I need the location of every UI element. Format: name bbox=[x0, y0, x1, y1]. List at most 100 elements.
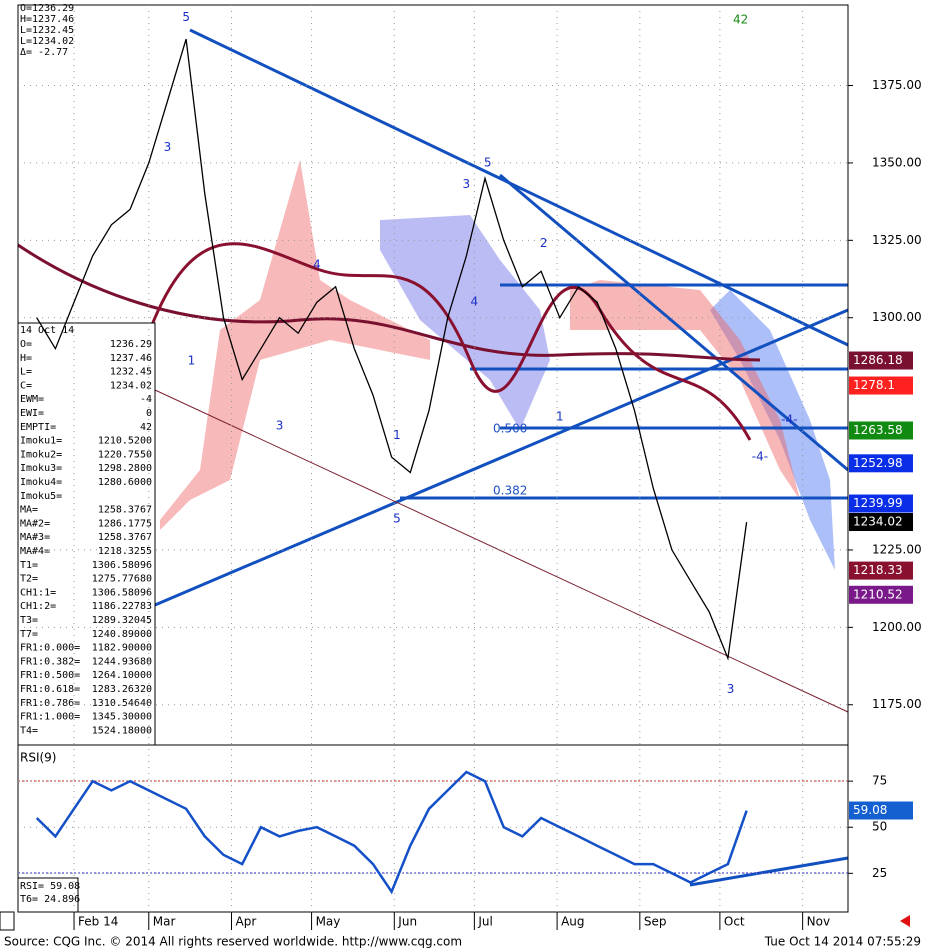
annotation: 3 bbox=[164, 140, 172, 154]
info-value: 1240.89000 bbox=[92, 629, 152, 640]
info-label: FR1:1.000= bbox=[20, 712, 80, 723]
x-tick-label: Feb 14 bbox=[78, 915, 118, 929]
info-label: MA#3= bbox=[20, 532, 50, 543]
y-tick-label: 1300.00 bbox=[872, 310, 922, 324]
annotation: 4 bbox=[313, 258, 321, 272]
price-tag-label: 1210.52 bbox=[853, 587, 903, 601]
header-line: H=1237.46 bbox=[20, 14, 74, 25]
y-tick-label: 1325.00 bbox=[872, 233, 922, 247]
price-tag bbox=[849, 376, 913, 395]
count: 42 bbox=[733, 13, 748, 27]
info-value: 1275.77680 bbox=[92, 574, 152, 585]
price-tag bbox=[849, 454, 913, 473]
info-value: 1264.10000 bbox=[92, 670, 152, 681]
annotation: 5 bbox=[182, 10, 190, 24]
info-value: 1310.54640 bbox=[92, 698, 152, 709]
header-line: L=1234.02 bbox=[20, 36, 74, 47]
price-tag bbox=[849, 585, 913, 604]
info-date: 14 Oct 14 bbox=[20, 325, 74, 336]
scroll-arrow[interactable] bbox=[900, 915, 910, 927]
x-tick-label: Sep bbox=[644, 915, 667, 929]
info-label: C= bbox=[20, 380, 32, 391]
price-tag-label: 1239.99 bbox=[853, 496, 903, 510]
info-label: Imoku3= bbox=[20, 463, 62, 474]
y-tick-label: 50 bbox=[872, 820, 887, 834]
info-value: 1345.30000 bbox=[92, 712, 152, 723]
moving-average bbox=[148, 242, 752, 441]
info-label: L= bbox=[20, 367, 32, 378]
cloud-red bbox=[160, 160, 430, 530]
panel-title: RSI(9) bbox=[20, 751, 57, 765]
info-label: T4= bbox=[20, 725, 38, 736]
x-tick-label: May bbox=[316, 915, 341, 929]
x-tick-label: Jun bbox=[397, 915, 417, 929]
header-line: O=1236.29 bbox=[20, 3, 74, 14]
info-value: 1306.58096 bbox=[92, 587, 152, 598]
header-line: Δ= -2.77 bbox=[20, 47, 68, 58]
y-tick-label: 1200.00 bbox=[872, 620, 922, 634]
info-label: CH1:1= bbox=[20, 587, 56, 598]
rsi-box-line: RSI= 59.08 bbox=[20, 881, 80, 892]
info-value: 1280.6000 bbox=[98, 477, 152, 488]
x-tick-label: Oct bbox=[724, 915, 745, 929]
info-label: T1= bbox=[20, 560, 38, 571]
x-tick-label: Aug bbox=[561, 915, 584, 929]
info-value: 1258.3767 bbox=[98, 532, 152, 543]
info-value: 1286.1775 bbox=[98, 518, 152, 529]
info-label: H= bbox=[20, 353, 32, 364]
info-label: Imoku4= bbox=[20, 477, 62, 488]
annotation: 0.500 bbox=[493, 422, 527, 436]
info-value: 1283.26320 bbox=[92, 684, 152, 695]
price-tag-label: 1278.1 bbox=[853, 378, 895, 392]
info-label: T7= bbox=[20, 629, 38, 640]
info-value: 1220.7550 bbox=[98, 449, 152, 460]
info-value: 1524.18000 bbox=[92, 725, 152, 736]
info-box bbox=[17, 322, 156, 746]
annotation: 5 bbox=[484, 155, 492, 169]
info-label: MA= bbox=[20, 505, 38, 516]
annotation: 5 bbox=[393, 511, 401, 525]
info-label: FR1:0.000= bbox=[20, 643, 80, 654]
info-value: 1210.5200 bbox=[98, 436, 152, 447]
info-label: MA#4= bbox=[20, 546, 50, 557]
annotation: 3 bbox=[727, 682, 735, 696]
y-tick-label: 25 bbox=[872, 866, 887, 880]
info-label: Imoku5= bbox=[20, 491, 62, 502]
info-value: 1236.29 bbox=[110, 339, 152, 350]
y-tick-label: 75 bbox=[872, 774, 887, 788]
info-label: Imoku2= bbox=[20, 449, 62, 460]
price-tag bbox=[849, 494, 913, 513]
info-label: T2= bbox=[20, 574, 38, 585]
annotation: 3 bbox=[276, 419, 284, 433]
rsi-tag-label: 59.08 bbox=[853, 803, 887, 817]
moving-average bbox=[17, 243, 761, 362]
y-tick-label: 1225.00 bbox=[872, 542, 922, 556]
info-label: Imoku1= bbox=[20, 436, 62, 447]
info-label: MA#2= bbox=[20, 518, 50, 529]
annotation: 1 bbox=[556, 409, 564, 423]
price-tag-label: 1252.98 bbox=[853, 456, 903, 470]
info-value: 1237.46 bbox=[110, 353, 152, 364]
info-value: 1244.93680 bbox=[92, 656, 152, 667]
x-tick-label: Apr bbox=[236, 915, 257, 929]
annotation: 1 bbox=[393, 428, 401, 442]
info-label: FR1:0.500= bbox=[20, 670, 80, 681]
rsi-box bbox=[17, 877, 79, 913]
price-tag-label: 1263.58 bbox=[853, 423, 903, 437]
scroll-button[interactable] bbox=[0, 911, 15, 931]
info-label: O= bbox=[20, 339, 32, 350]
annotation: 0.382 bbox=[493, 484, 527, 498]
price-tag-label: 1218.33 bbox=[853, 563, 903, 577]
info-label: EMPTI= bbox=[20, 422, 56, 433]
annotation: -4- bbox=[781, 412, 797, 426]
info-value: 1232.45 bbox=[110, 367, 152, 378]
annotation: 4 bbox=[471, 295, 479, 309]
annotation: 1 bbox=[188, 354, 196, 368]
source: Source: CQG Inc. © 2014 All rights reser… bbox=[4, 935, 462, 949]
price-tag bbox=[849, 561, 913, 580]
timestamp: Tue Oct 14 2014 07:55:29 bbox=[764, 935, 921, 949]
price-tag-label: 1234.02 bbox=[853, 515, 903, 529]
series-line bbox=[36, 38, 748, 661]
price-tag bbox=[849, 421, 913, 440]
